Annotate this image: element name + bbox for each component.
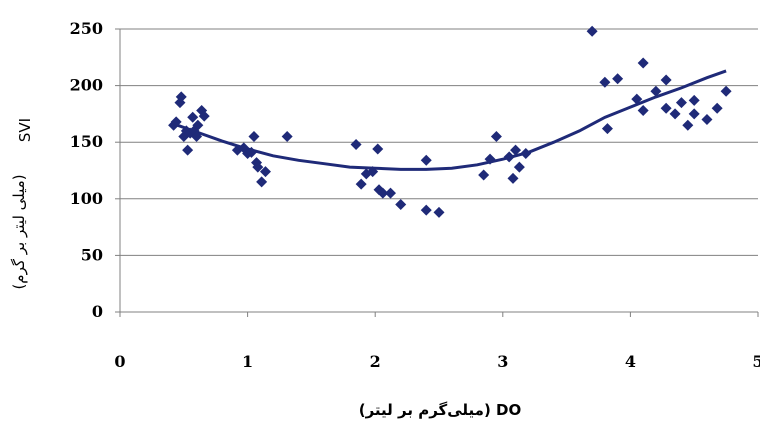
y-axis-title-main: SVI bbox=[16, 118, 34, 142]
data-point-45 bbox=[599, 76, 611, 88]
data-point-53 bbox=[660, 102, 672, 114]
data-point-17 bbox=[245, 146, 257, 158]
y-axis-title: SVI bbox=[16, 118, 34, 142]
data-point-43 bbox=[520, 148, 532, 160]
data-point-1 bbox=[170, 116, 182, 128]
data-point-33 bbox=[420, 154, 432, 166]
data-point-61 bbox=[720, 85, 732, 97]
data-point-27 bbox=[367, 166, 379, 178]
y-axis-title-unit: (میلی لیتر بر گرم) bbox=[10, 174, 28, 289]
data-point-42 bbox=[513, 161, 525, 173]
data-point-30 bbox=[377, 187, 389, 199]
data-point-10 bbox=[191, 131, 203, 143]
data-point-49 bbox=[637, 57, 649, 69]
x-tick-label-5: 5 bbox=[752, 352, 760, 371]
data-point-60 bbox=[711, 102, 723, 114]
data-point-13 bbox=[198, 110, 210, 122]
data-point-8 bbox=[187, 111, 199, 123]
data-point-46 bbox=[601, 123, 613, 135]
data-point-18 bbox=[248, 131, 260, 143]
data-point-25 bbox=[355, 178, 367, 190]
data-point-52 bbox=[660, 74, 672, 86]
axes bbox=[119, 29, 758, 313]
data-point-48 bbox=[631, 93, 643, 105]
x-tick-label-3: 3 bbox=[497, 352, 508, 371]
x-axis-title: DO (میلی‌گرم بر لیتر) bbox=[359, 401, 522, 419]
data-point-51 bbox=[650, 85, 662, 97]
data-point-3 bbox=[175, 91, 187, 103]
data-point-56 bbox=[682, 119, 694, 131]
y-tick-label-100: 100 bbox=[70, 189, 103, 208]
data-point-23 bbox=[281, 131, 293, 143]
data-point-55 bbox=[675, 97, 687, 109]
y-axis-unit: (میلی لیتر بر گرم) bbox=[10, 174, 28, 289]
data-point-50 bbox=[637, 105, 649, 117]
data-point-20 bbox=[252, 161, 264, 173]
data-point-6 bbox=[182, 144, 194, 156]
data-point-37 bbox=[484, 153, 496, 165]
x-tick-labels: 0 1 2 3 4 5 bbox=[114, 352, 760, 371]
data-point-31 bbox=[385, 187, 397, 199]
data-point-36 bbox=[478, 169, 490, 181]
data-point-21 bbox=[256, 176, 268, 188]
x-tick-label-4: 4 bbox=[625, 352, 636, 371]
y-tick-label-50: 50 bbox=[81, 245, 103, 264]
trend-line bbox=[176, 69, 727, 171]
y-tick-labels: 0 50 100 150 200 250 bbox=[70, 19, 103, 321]
data-point-47 bbox=[612, 73, 624, 85]
data-point-40 bbox=[507, 172, 519, 184]
data-point-22 bbox=[259, 166, 271, 178]
y-tick-label-0: 0 bbox=[92, 302, 103, 321]
gridlines bbox=[115, 28, 759, 317]
data-point-35 bbox=[433, 206, 445, 218]
data-point-32 bbox=[395, 198, 407, 210]
data-point-39 bbox=[503, 151, 515, 163]
data-point-57 bbox=[688, 94, 700, 106]
data-point-41 bbox=[510, 144, 522, 156]
data-point-44 bbox=[586, 25, 598, 37]
data-point-58 bbox=[688, 108, 700, 120]
data-points bbox=[168, 25, 732, 218]
data-point-28 bbox=[372, 143, 384, 155]
data-point-38 bbox=[490, 131, 502, 143]
x-tick-label-0: 0 bbox=[114, 352, 125, 371]
y-tick-label-150: 150 bbox=[70, 132, 103, 151]
y-tick-label-250: 250 bbox=[70, 19, 103, 38]
data-point-59 bbox=[701, 114, 713, 126]
data-point-24 bbox=[350, 138, 362, 150]
y-tick-label-200: 200 bbox=[70, 76, 103, 95]
data-point-34 bbox=[420, 204, 432, 216]
data-point-54 bbox=[669, 108, 681, 120]
data-point-11 bbox=[192, 119, 204, 131]
x-tick-label-1: 1 bbox=[242, 352, 253, 371]
x-tick-label-2: 2 bbox=[370, 352, 381, 371]
